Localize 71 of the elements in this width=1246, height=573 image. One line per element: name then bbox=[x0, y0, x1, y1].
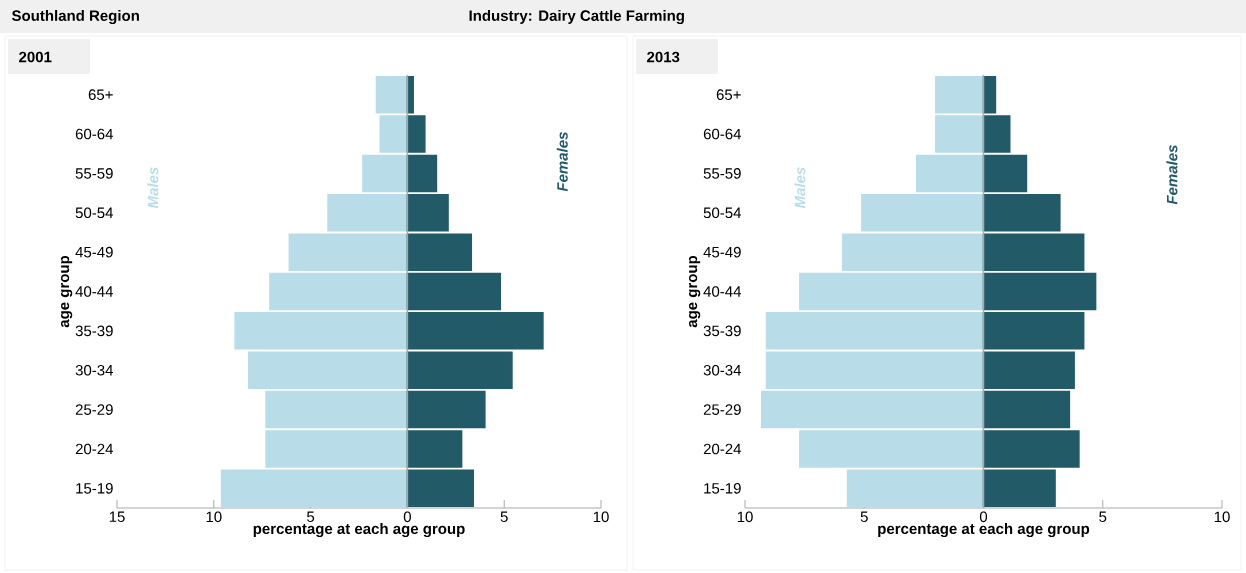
y-tick-label: 60-64 bbox=[75, 128, 114, 140]
x-tick-label: 5 bbox=[860, 511, 868, 522]
y-tick-label: 55-59 bbox=[703, 168, 741, 179]
y-tick-label: 20-24 bbox=[75, 443, 114, 455]
text: Males bbox=[147, 167, 159, 209]
y-tick-label: 60-64 bbox=[703, 128, 742, 140]
bar bbox=[982, 272, 1097, 311]
bar bbox=[982, 430, 1080, 468]
bar bbox=[982, 154, 1028, 193]
x-tick-label: 10 bbox=[593, 511, 609, 523]
text: Females bbox=[556, 132, 568, 192]
y-tick-label: 20-24 bbox=[703, 443, 742, 455]
bar bbox=[799, 430, 985, 468]
y-tick-label: 35-39 bbox=[75, 325, 113, 337]
x-axis-title: percentage at each age group bbox=[878, 523, 1090, 538]
y-axis-title: age group bbox=[688, 255, 701, 328]
bar bbox=[982, 115, 1011, 153]
chart-title: 2013 bbox=[647, 51, 680, 63]
x-tick-label: 5 bbox=[1099, 511, 1107, 522]
x-tick-label: 10 bbox=[206, 511, 222, 523]
bar bbox=[375, 75, 409, 114]
bar bbox=[406, 115, 426, 153]
y-axis-title: age group bbox=[60, 255, 73, 328]
bar bbox=[406, 390, 486, 429]
x-tick-label: 0 bbox=[979, 511, 988, 523]
bar bbox=[379, 115, 409, 153]
bar bbox=[362, 154, 409, 193]
text: Females bbox=[1166, 145, 1178, 205]
y-tick-label: 25-29 bbox=[75, 404, 113, 415]
bar bbox=[265, 430, 409, 468]
bar bbox=[269, 272, 409, 311]
bar bbox=[982, 390, 1071, 429]
bar bbox=[935, 75, 985, 114]
x-tick-label: 0 bbox=[403, 511, 411, 523]
x-tick-label: 10 bbox=[737, 511, 753, 523]
chart-title: 2001 bbox=[19, 51, 52, 63]
text: Industry: Dairy Cattle Farming bbox=[469, 9, 684, 25]
x-tick-label: 5 bbox=[500, 511, 508, 522]
y-tick-label: 15-19 bbox=[704, 483, 741, 494]
bar bbox=[982, 469, 1056, 508]
bar bbox=[406, 430, 463, 468]
y-tick-label: 35-39 bbox=[703, 325, 741, 337]
bar bbox=[406, 469, 474, 508]
x-axis-title: percentage at each age group bbox=[253, 523, 465, 538]
y-tick-label: 30-34 bbox=[75, 364, 114, 376]
y-tick-label: 30-34 bbox=[703, 364, 742, 376]
y-tick-label: 55-59 bbox=[75, 168, 113, 179]
x-tick-label: 5 bbox=[307, 511, 315, 522]
bar bbox=[846, 469, 985, 508]
y-tick-label: 40-44 bbox=[703, 286, 742, 297]
bar bbox=[265, 390, 409, 429]
y-tick-label: 45-49 bbox=[75, 246, 113, 258]
y-tick-label: 50-54 bbox=[75, 207, 114, 219]
bar bbox=[915, 154, 985, 193]
bar bbox=[220, 469, 409, 508]
text: Southland Region bbox=[11, 9, 139, 25]
y-tick-label: 65+ bbox=[716, 89, 741, 100]
x-tick-label: 10 bbox=[1214, 511, 1230, 523]
bar bbox=[406, 272, 502, 311]
bar bbox=[799, 272, 985, 311]
x-tick-label: 15 bbox=[109, 511, 125, 522]
bar bbox=[406, 154, 438, 193]
y-tick-label: 15-19 bbox=[76, 483, 113, 494]
y-tick-label: 65+ bbox=[88, 89, 113, 100]
y-tick-label: 40-44 bbox=[75, 286, 114, 297]
y-tick-label: 50-54 bbox=[703, 207, 742, 219]
y-tick-label: 25-29 bbox=[703, 404, 741, 415]
y-tick-label: 45-49 bbox=[703, 246, 741, 258]
text: Males bbox=[794, 167, 806, 209]
bar bbox=[935, 115, 985, 153]
bar bbox=[760, 390, 985, 429]
